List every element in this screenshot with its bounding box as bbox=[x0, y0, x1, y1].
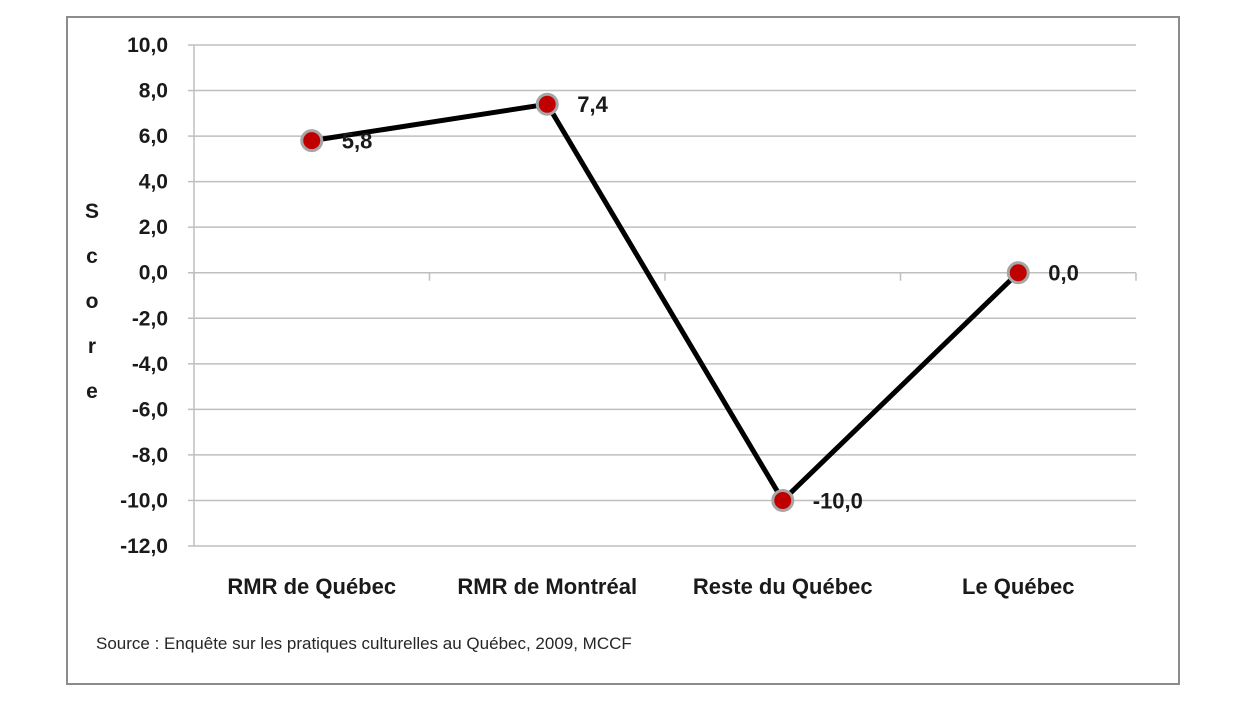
y-tick-label: -4,0 bbox=[132, 353, 168, 376]
data-point-marker bbox=[535, 92, 559, 116]
chart-frame bbox=[66, 16, 1180, 685]
y-tick-label: 6,0 bbox=[139, 125, 168, 148]
data-point-marker bbox=[1006, 261, 1030, 285]
data-point-marker bbox=[300, 129, 324, 153]
y-tick-label: -6,0 bbox=[132, 398, 168, 421]
y-tick-label: -10,0 bbox=[120, 489, 168, 512]
y-tick-label: 4,0 bbox=[139, 171, 168, 194]
x-category-label: Reste du Québec bbox=[693, 574, 873, 599]
y-tick-label: 8,0 bbox=[139, 80, 168, 103]
grid-lines bbox=[194, 44, 1136, 547]
data-label: 0,0 bbox=[1048, 261, 1079, 286]
y-tick-label: -2,0 bbox=[132, 307, 168, 330]
series-line-path bbox=[309, 101, 1021, 503]
y-axis-label-letter: c bbox=[86, 245, 98, 268]
y-tick-label: 2,0 bbox=[139, 216, 168, 239]
y-axis-label-letter: r bbox=[88, 335, 96, 358]
series-line bbox=[309, 101, 1021, 503]
data-label: 7,4 bbox=[577, 92, 608, 117]
y-tick-label: 0,0 bbox=[139, 262, 168, 285]
data-label: 5,8 bbox=[342, 129, 373, 154]
source-note: Source : Enquête sur les pratiques cultu… bbox=[96, 634, 632, 653]
y-axis-label-letter: o bbox=[86, 290, 99, 313]
x-category-label: RMR de Montréal bbox=[457, 574, 637, 599]
data-label: -10,0 bbox=[813, 488, 863, 513]
y-axis-label-letter: S bbox=[85, 200, 99, 223]
y-tick-label: 10,0 bbox=[127, 34, 168, 57]
series-markers bbox=[300, 92, 1030, 512]
x-category-label: RMR de Québec bbox=[227, 574, 396, 599]
x-category-labels: RMR de Québec RMR de Montréal Reste du Qué… bbox=[227, 574, 1074, 599]
data-point-marker bbox=[771, 488, 795, 512]
data-labels: 5,8 7,4 -10,0 0,0 bbox=[342, 92, 1079, 513]
y-axis-label-letter: e bbox=[86, 380, 98, 403]
axes bbox=[188, 44, 1137, 547]
y-tick-label: -12,0 bbox=[120, 535, 168, 558]
y-tick-labels: 10,0 8,0 6,0 4,0 2,0 0,0 -2,0 -4,0 -6,0 -8,0 -10,0… bbox=[120, 34, 168, 558]
x-category-label: Le Québec bbox=[962, 574, 1074, 599]
y-tick-label: -8,0 bbox=[132, 444, 168, 467]
